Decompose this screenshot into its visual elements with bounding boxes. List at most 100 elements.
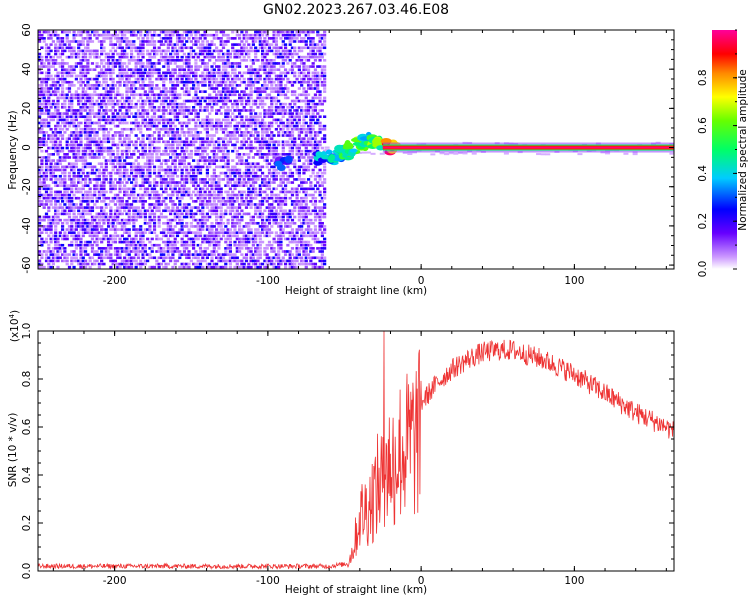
heatmap-cell — [49, 87, 53, 90]
heatmap-cell — [60, 127, 65, 131]
heatmap-cell — [77, 40, 81, 43]
heatmap-cell — [72, 184, 76, 187]
heatmap-cell — [235, 171, 239, 175]
heatmap-cell — [90, 200, 95, 203]
heatmap-cell — [132, 33, 136, 37]
heatmap-cell — [180, 184, 184, 187]
heatmap-cell — [224, 265, 228, 269]
heatmap-cell — [132, 115, 136, 119]
heatmap-cell — [60, 184, 65, 187]
heatmap-cell — [169, 247, 173, 250]
heatmap-cell — [136, 149, 141, 153]
heatmap-cell — [247, 80, 251, 84]
heatmap-cell — [249, 171, 253, 175]
heatmap-cell — [42, 96, 46, 100]
heatmap-cell — [74, 118, 78, 122]
heatmap-cell — [60, 74, 65, 78]
heatmap-cell — [38, 181, 42, 184]
heatmap-cell — [44, 259, 49, 263]
heatmap-cell — [51, 256, 55, 260]
heatmap-cell — [72, 181, 76, 184]
heatmap-cell — [240, 203, 244, 206]
heatmap-cell — [182, 181, 187, 184]
heatmap-cell — [208, 253, 212, 256]
heatmap-cell — [95, 168, 99, 172]
heatmap-cell — [258, 153, 262, 156]
heatmap-cell — [49, 259, 53, 263]
heatmap-cell — [221, 127, 226, 131]
heatmap-cell — [237, 240, 242, 244]
heatmap-cell — [215, 203, 219, 206]
heatmap-cell — [38, 231, 42, 234]
heatmap-cell — [125, 247, 129, 250]
heatmap-cell — [51, 206, 55, 209]
heatmap-cell — [139, 243, 143, 247]
heatmap-cell — [267, 262, 272, 266]
heatmap-cell — [38, 178, 42, 181]
heatmap-cell — [125, 52, 129, 56]
heatmap-cell — [67, 87, 72, 90]
heatmap-cell — [171, 159, 175, 162]
heatmap-cell — [49, 178, 53, 181]
heatmap-cell — [141, 62, 145, 65]
heatmap-cell — [224, 71, 228, 75]
heatmap-cell — [125, 221, 129, 225]
heatmap-cell — [198, 196, 203, 200]
heatmap-cell — [196, 228, 200, 231]
heatmap-cell — [106, 93, 111, 97]
heatmap-cell — [233, 109, 237, 112]
heatmap-cell — [171, 265, 175, 269]
heatmap-cell — [129, 165, 134, 169]
heatmap-cell — [249, 190, 253, 194]
heatmap-cell — [235, 84, 239, 87]
heatmap-cell — [242, 153, 246, 156]
heatmap-cell — [109, 149, 113, 153]
heatmap-cell — [83, 225, 88, 228]
heatmap-cell — [254, 221, 258, 225]
heatmap-cell — [120, 149, 124, 153]
heatmap-cell — [111, 140, 115, 144]
heatmap-cell — [212, 190, 216, 194]
heatmap-cell — [42, 121, 46, 125]
heatmap-cell — [90, 156, 95, 159]
heatmap-cell — [54, 137, 58, 140]
heatmap-cell — [198, 218, 203, 222]
heatmap-cell — [251, 33, 255, 37]
heatmap-cell — [123, 162, 127, 166]
heatmap-cell — [226, 174, 230, 178]
heatmap-cell — [256, 234, 260, 238]
heatmap-cell — [44, 112, 49, 115]
heatmap-cell — [38, 121, 42, 125]
heatmap-cell — [70, 203, 74, 206]
heatmap-cell — [47, 109, 51, 112]
heatmap-cell — [203, 96, 207, 100]
heatmap-cell — [116, 162, 120, 166]
heatmap-cell — [123, 127, 127, 131]
heatmap-cell — [187, 187, 191, 191]
heatmap-cell — [228, 212, 232, 216]
heatmap-cell — [152, 225, 157, 228]
heatmap-cell — [219, 96, 223, 100]
heatmap-cell — [143, 178, 147, 181]
heatmap-cell — [260, 231, 265, 234]
heatmap-cell — [164, 99, 168, 103]
heatmap-cell — [129, 112, 134, 115]
heatmap-cell — [157, 196, 161, 200]
heatmap-cell — [231, 203, 235, 206]
heatmap-cell — [219, 80, 223, 84]
heatmap-cell — [129, 74, 134, 78]
heatmap-cell — [171, 203, 175, 206]
heatmap-cell — [93, 187, 97, 191]
heatmap-cell — [102, 168, 106, 172]
heatmap-cell — [185, 58, 189, 62]
heatmap-cell — [192, 80, 196, 84]
heatmap-cell — [169, 231, 173, 234]
heatmap-cell — [139, 62, 143, 65]
heatmap-cell — [54, 247, 58, 250]
heatmap-cell — [217, 121, 221, 125]
heatmap-cell — [247, 55, 251, 59]
heatmap-cell — [118, 140, 122, 144]
heatmap-cell — [109, 118, 113, 122]
heatmap-cell — [240, 243, 244, 247]
heatmap-cell — [100, 33, 104, 37]
